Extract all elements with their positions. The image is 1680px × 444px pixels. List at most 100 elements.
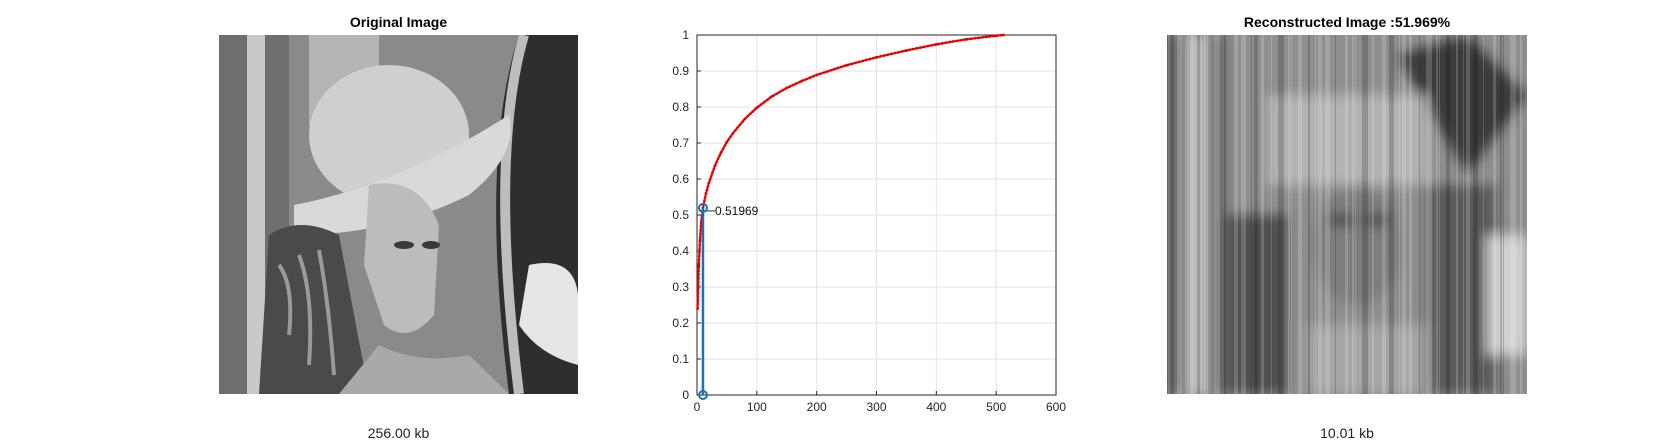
streak — [1224, 35, 1226, 394]
x-tick-label: 600 — [1046, 400, 1066, 414]
curve-point — [696, 307, 699, 310]
curve-point — [743, 117, 747, 121]
streak — [1180, 35, 1182, 394]
streak — [1325, 35, 1328, 394]
y-tick-label: 0.9 — [672, 64, 689, 78]
stem-marker — [697, 202, 708, 213]
curve-point — [964, 37, 968, 41]
streak — [1402, 35, 1406, 394]
curve-point — [994, 34, 998, 38]
y-tick-label: 0 — [682, 388, 689, 402]
streak — [1271, 35, 1272, 394]
streak — [1446, 35, 1450, 394]
curve-point — [875, 55, 878, 59]
curve-point — [731, 131, 735, 135]
axis-ticks: 0 100 200 300 400 500 600 0 0.1 0.2 0.3 0.4 0.5 0.6 0.… — [672, 28, 1066, 414]
y-tick-label: 0.1 — [672, 352, 689, 366]
streak — [1190, 35, 1194, 394]
reconstructed-image — [1167, 35, 1527, 394]
streak — [1308, 35, 1310, 394]
streak — [1355, 35, 1356, 394]
streak — [1352, 35, 1354, 394]
streak — [1389, 35, 1392, 394]
streak — [1456, 35, 1458, 394]
streak — [1466, 35, 1470, 394]
streak — [1298, 35, 1302, 394]
reconstructed-image-title: Reconstructed Image :51.969% — [1243, 14, 1451, 30]
streak — [1503, 35, 1504, 394]
streak — [1328, 35, 1330, 394]
streak — [1513, 35, 1516, 394]
streak — [1254, 35, 1258, 394]
streak — [1197, 35, 1200, 394]
curve-point — [815, 73, 819, 77]
streak — [1241, 35, 1244, 394]
original-image-title: Original Image — [349, 14, 448, 30]
series — [696, 33, 1005, 400]
curve-point — [713, 164, 717, 168]
streak — [1345, 35, 1348, 394]
streak — [1362, 35, 1366, 394]
streak — [1261, 35, 1264, 394]
annotations: 0.51969 — [706, 204, 759, 218]
y-tick-label: 0.7 — [672, 136, 689, 150]
original-image-size: 256.00 kb — [367, 425, 430, 441]
streak — [1510, 35, 1514, 394]
streak — [1291, 35, 1292, 394]
curve-point — [719, 151, 723, 155]
streak — [1483, 35, 1484, 394]
streak — [1177, 35, 1180, 394]
streak — [1207, 35, 1208, 394]
curve-point — [725, 140, 729, 144]
curve-point — [698, 238, 702, 242]
streak — [1436, 35, 1438, 394]
x-tick-label: 400 — [926, 400, 946, 414]
curve-point — [934, 42, 938, 46]
streak — [1372, 35, 1374, 394]
streak — [1214, 35, 1218, 394]
streak — [1476, 35, 1478, 394]
streak — [1493, 35, 1496, 394]
streak — [1439, 35, 1440, 394]
x-tick-label: 200 — [807, 400, 827, 414]
curve-point — [1001, 33, 1005, 37]
curve-point — [785, 86, 789, 90]
streak — [1251, 35, 1252, 394]
streak — [1399, 35, 1400, 394]
streak — [1217, 35, 1220, 394]
original-image — [219, 35, 578, 394]
curve-point — [905, 49, 908, 52]
curve-point — [800, 79, 804, 83]
streak — [1419, 35, 1420, 394]
y-tick-label: 0.4 — [672, 244, 689, 258]
streak — [1520, 35, 1522, 394]
streak — [1167, 35, 1168, 394]
streak — [1288, 35, 1290, 394]
x-tick-label: 300 — [866, 400, 886, 414]
streak — [1500, 35, 1502, 394]
curve-point — [697, 264, 701, 267]
curve-point — [704, 192, 708, 195]
streak — [1365, 35, 1368, 394]
streak — [1281, 35, 1284, 394]
streak — [1473, 35, 1476, 394]
streak — [1429, 35, 1432, 394]
y-tick-label: 0.6 — [672, 172, 689, 186]
x-tick-label: 100 — [747, 400, 767, 414]
streak — [1335, 35, 1336, 394]
x-tick-label: 0 — [694, 400, 701, 414]
streak — [1204, 35, 1206, 394]
y-tick-label: 0.2 — [672, 316, 689, 330]
y-tick-label: 0.5 — [672, 208, 689, 222]
streak — [1409, 35, 1412, 394]
annotation-label: 0.51969 — [715, 204, 759, 218]
reconstructed-image-size: 10.01 kb — [1320, 425, 1374, 441]
y-tick-label: 0.8 — [672, 100, 689, 114]
cumulative-energy-curve — [696, 33, 1005, 310]
streak — [1318, 35, 1322, 394]
streak — [1278, 35, 1282, 394]
stem-marker — [697, 390, 708, 400]
y-tick-label: 0.3 — [672, 280, 689, 294]
streak — [1187, 35, 1188, 394]
